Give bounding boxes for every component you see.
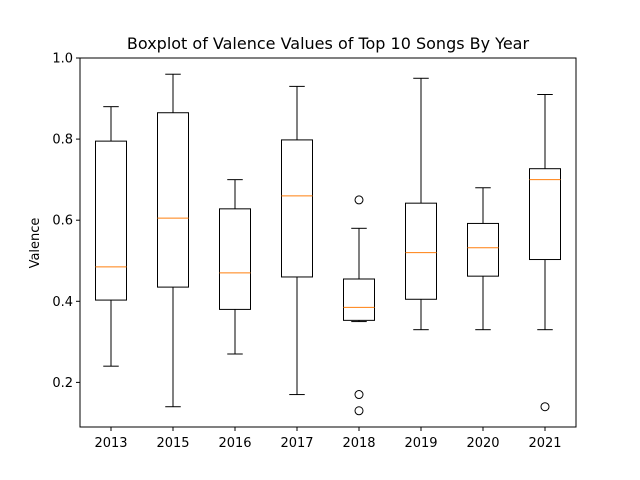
y-axis-ticks: 0.2 0.4 0.6 0.8 1.0 [52,52,80,391]
box-2013 [95,140,127,301]
box-group-2013 [95,106,127,367]
box-2016 [219,208,251,310]
y-tick-label: 0.8 [52,133,73,148]
box-group-2021 [529,93,561,412]
box-2015 [157,112,189,288]
x-axis-ticks: 2013 2015 2016 2017 2018 2019 2020 2021 [94,427,562,451]
box-2020 [467,222,499,277]
chart-title: Boxplot of Valence Values of Top 10 Song… [127,34,530,53]
y-tick-label: 1.0 [52,52,73,67]
outlier-2018-2 [354,406,364,416]
x-tick-label: 2021 [528,436,561,451]
x-tick-label: 2018 [342,436,375,451]
x-tick-label: 2020 [466,436,499,451]
x-tick-label: 2017 [280,436,313,451]
box-2017 [281,139,313,278]
box-2021 [529,168,561,261]
plot-frame [79,57,577,428]
box-group-2017 [281,85,313,396]
x-tick-label: 2016 [218,436,251,451]
y-tick-label: 0.6 [52,214,73,229]
box-2019 [405,202,437,300]
box-group-2019 [405,77,437,331]
box-2018 [343,278,375,321]
x-tick-label: 2019 [404,436,437,451]
y-axis-label: Valence [28,218,43,269]
y-tick-label: 0.2 [52,376,73,391]
x-tick-label: 2013 [94,436,127,451]
box-group-2018 [343,195,375,416]
box-group-2020 [467,187,499,331]
outlier-2018-0 [354,195,364,205]
plot-marks [95,73,561,416]
x-tick-label: 2015 [156,436,189,451]
outlier-2018-1 [354,390,364,400]
box-group-2016 [219,179,251,355]
box-group-2015 [157,73,189,408]
y-tick-label: 0.4 [52,295,73,310]
outlier-2021-0 [540,402,550,412]
